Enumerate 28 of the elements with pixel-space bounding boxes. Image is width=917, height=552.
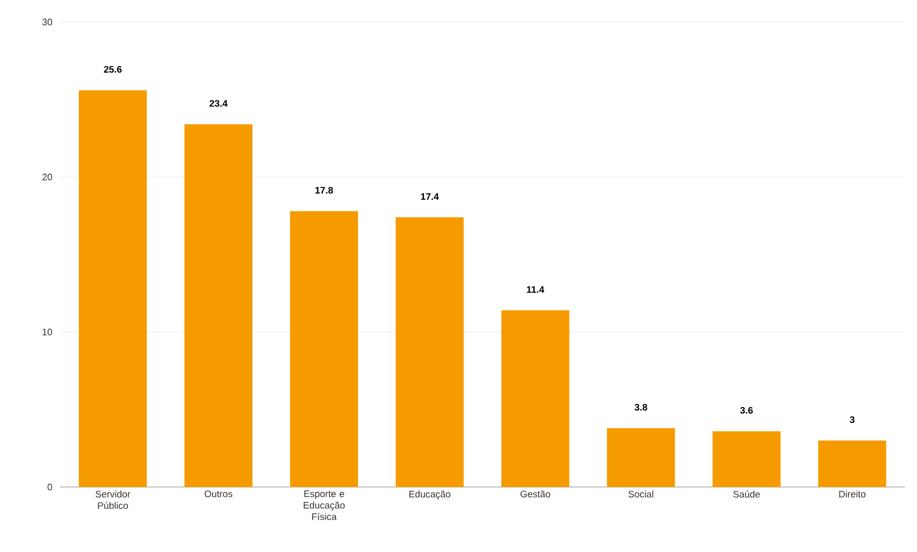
bar: [290, 211, 358, 487]
bar: [396, 217, 464, 487]
x-tick-label: Esporte e Educação Física: [304, 490, 345, 520]
data-label: 3.8: [634, 404, 648, 411]
bar: [712, 431, 781, 487]
data-label: 23.4: [210, 100, 228, 107]
data-label: 25.6: [104, 66, 122, 73]
x-tick-label: Educação: [409, 490, 450, 500]
data-label: 17.4: [421, 193, 439, 200]
y-tick-label: 10: [42, 328, 52, 336]
x-tick-label: Direito: [839, 490, 866, 498]
bar: [184, 124, 252, 487]
data-label: 3: [850, 416, 854, 423]
bar: [606, 428, 675, 487]
bar: [501, 310, 570, 487]
y-tick-label: 30: [42, 18, 52, 26]
x-tick-label: Servidor Público: [96, 490, 130, 509]
x-tick-label: Outros: [204, 490, 232, 498]
x-tick-label: Social: [628, 490, 654, 498]
data-label: 3.6: [740, 406, 753, 414]
bar: [818, 440, 886, 487]
bar: [78, 90, 147, 487]
data-label: 17.8: [315, 186, 333, 194]
x-tick-label: Gestão: [520, 490, 550, 498]
data-label: 11.4: [526, 286, 544, 293]
x-tick-label: Saúde: [733, 490, 760, 498]
y-tick-label: 20: [42, 174, 52, 180]
y-tick-label: 0: [48, 484, 52, 490]
